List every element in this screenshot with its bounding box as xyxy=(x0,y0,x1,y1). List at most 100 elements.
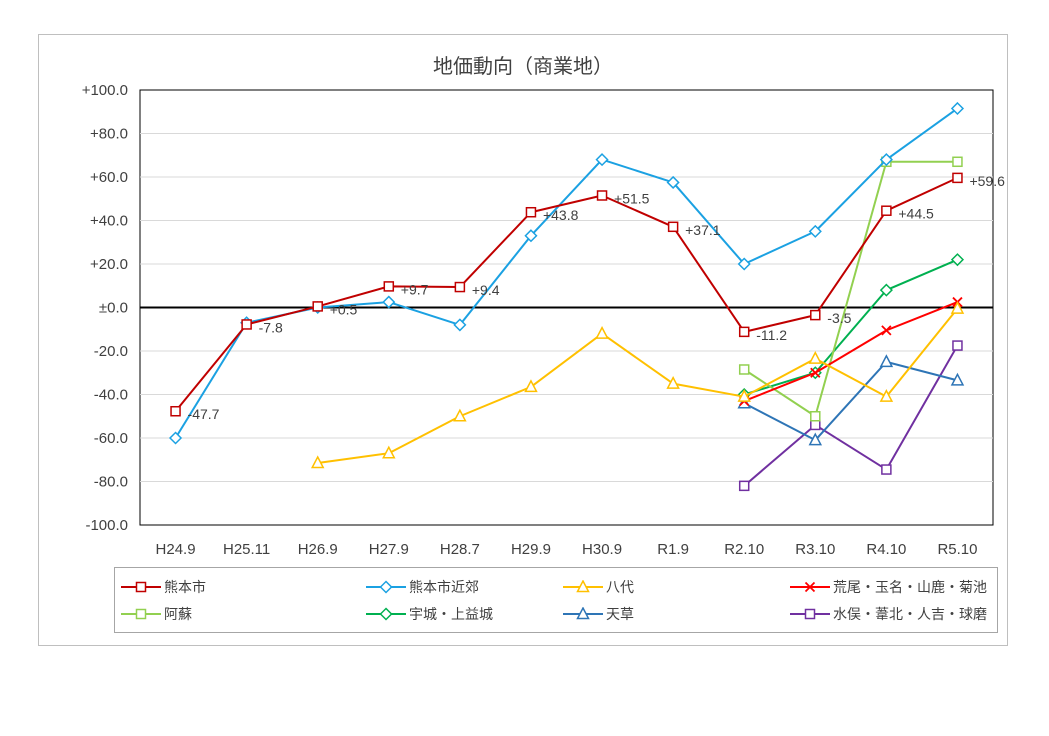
series-1 xyxy=(170,172,963,417)
legend-swatch xyxy=(563,580,603,593)
legend-item: 熊本市 xyxy=(121,576,206,598)
legend-item: 阿蘇 xyxy=(121,603,192,625)
data-point xyxy=(312,301,323,312)
data-point xyxy=(453,408,467,422)
chart-plot: +100.0 +80.0 +60.0 +40.0 +20.0 ±0.0 -20.0 -40.0… xyxy=(82,82,1005,558)
x-tick-label: R2.10 xyxy=(724,541,764,558)
x-tick-label: H25.11 xyxy=(223,541,270,558)
data-point xyxy=(810,411,821,422)
series-line xyxy=(743,160,958,418)
y-tick-label: ±0.0 xyxy=(99,300,128,317)
data-point xyxy=(737,389,751,402)
y-tick-label: +60.0 xyxy=(90,169,128,186)
legend-label: 阿蘇 xyxy=(164,607,192,623)
data-label: +59.6 xyxy=(969,173,1005,189)
x-tick-label: R5.10 xyxy=(937,541,977,558)
legend-item: 天草 xyxy=(563,603,634,625)
legend-swatch xyxy=(790,608,830,620)
chart-frame: 地価動向（商業地） +100.0 +80.0 +60.0 +40.0 +20.0 ±0.0… xyxy=(38,34,1008,646)
series-line xyxy=(317,307,959,465)
data-point xyxy=(808,350,823,364)
data-label: -3.5 xyxy=(827,310,851,326)
y-tick-label: -80.0 xyxy=(94,474,128,491)
data-label: +9.4 xyxy=(472,282,500,298)
data-point xyxy=(454,281,466,293)
data-point xyxy=(808,224,822,238)
x-tick-label: H24.9 xyxy=(156,541,196,558)
x-tick-label: H28.7 xyxy=(440,541,480,558)
legend-label: 宇城・上益城 xyxy=(409,607,493,623)
data-label: +0.5 xyxy=(330,301,358,317)
legend-swatch xyxy=(366,607,406,621)
series-line xyxy=(743,360,958,442)
legend-label: 熊本市 xyxy=(164,580,206,596)
data-label: +44.5 xyxy=(898,206,934,222)
legend-marker xyxy=(804,608,816,620)
data-point xyxy=(737,257,751,271)
data-point xyxy=(952,340,963,351)
data-point xyxy=(310,455,325,469)
data-label: -11.2 xyxy=(756,327,787,343)
data-point xyxy=(881,325,892,336)
data-point xyxy=(881,205,892,216)
series-line xyxy=(743,258,958,396)
legend-swatch xyxy=(121,581,161,593)
data-point xyxy=(170,405,181,417)
y-tick-label: -100.0 xyxy=(85,517,128,534)
legend-swatch xyxy=(563,607,603,620)
y-tick-label: +80.0 xyxy=(90,126,128,143)
data-point xyxy=(950,372,965,386)
data-point xyxy=(383,281,395,292)
chart-title: 地価動向（商業地） xyxy=(433,54,613,78)
chart-legend: 熊本市 熊本市近郊 八代 荒尾・玉名・山鹿・菊池 阿蘇 宇城・上益城 天草 水俣・葦北・人吉・… xyxy=(114,567,998,633)
legend-swatch xyxy=(790,581,830,593)
legend-label: 荒尾・玉名・山鹿・菊池 xyxy=(833,580,987,596)
series-line xyxy=(743,301,958,402)
legend-swatch xyxy=(121,608,161,620)
data-point xyxy=(595,325,609,339)
legend-item: 熊本市近郊 xyxy=(366,576,479,598)
data-point xyxy=(810,419,821,431)
data-point xyxy=(382,445,396,459)
legend-label: 天草 xyxy=(606,607,634,623)
data-point xyxy=(810,309,821,321)
data-point xyxy=(666,175,680,189)
data-point xyxy=(525,206,537,218)
legend-marker xyxy=(379,580,393,594)
legend-label: 熊本市近郊 xyxy=(409,580,479,596)
x-tick-label: H30.9 xyxy=(582,541,622,558)
data-point xyxy=(950,253,965,267)
data-label: +37.1 xyxy=(685,222,721,238)
legend-item: 荒尾・玉名・山鹿・菊池 xyxy=(790,576,987,598)
data-label: +51.5 xyxy=(614,190,650,206)
legend-item: 宇城・上益城 xyxy=(366,603,493,625)
series-line xyxy=(174,107,959,439)
x-tick-label: R4.10 xyxy=(866,541,906,558)
data-point xyxy=(168,431,183,445)
legend-marker xyxy=(379,607,393,621)
data-point xyxy=(453,318,467,332)
data-point xyxy=(952,172,963,184)
data-label: -7.8 xyxy=(259,319,283,335)
x-tick-label: H27.9 xyxy=(369,541,409,558)
legend-swatch xyxy=(366,580,406,594)
data-point xyxy=(524,379,538,393)
x-tick-label: H29.9 xyxy=(511,541,551,558)
data-label: -47.7 xyxy=(188,406,220,422)
x-tick-label: R1.9 xyxy=(657,541,689,558)
data-point xyxy=(738,326,750,338)
data-point xyxy=(950,101,965,116)
data-point xyxy=(596,190,608,201)
data-point xyxy=(737,395,751,409)
y-tick-label: +20.0 xyxy=(90,256,128,273)
data-point xyxy=(666,376,680,389)
series-3 xyxy=(310,300,965,469)
y-tick-label: +100.0 xyxy=(82,82,128,99)
data-point xyxy=(879,354,894,368)
x-tick-label: R3.10 xyxy=(795,541,835,558)
legend-marker xyxy=(576,580,590,593)
data-point xyxy=(808,432,823,446)
data-point xyxy=(524,229,538,243)
legend-label: 水俣・葦北・人吉・球磨 xyxy=(833,607,987,623)
series-line xyxy=(743,345,959,487)
